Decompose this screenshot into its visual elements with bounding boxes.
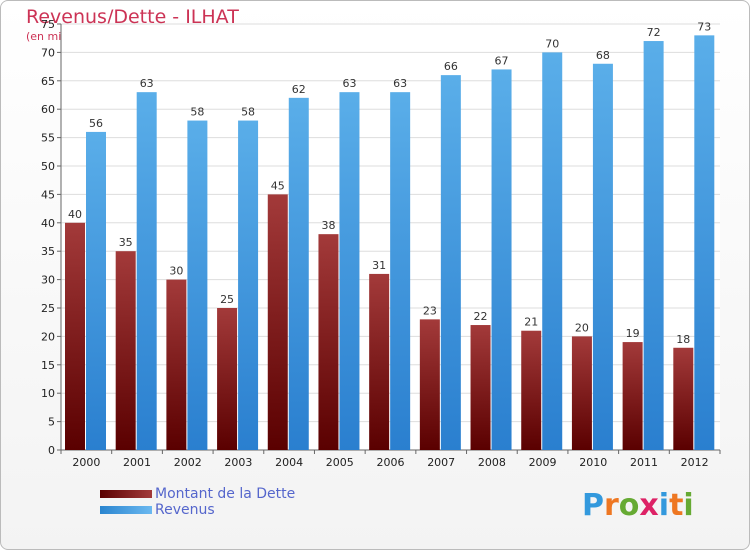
data-label-revenus: 72 [647, 26, 661, 39]
x-tick-label: 2003 [224, 456, 252, 469]
x-tick-label: 2001 [123, 456, 151, 469]
bar-revenus [288, 97, 309, 450]
y-tick-label: 30 [41, 274, 55, 287]
y-tick-label: 0 [48, 444, 55, 457]
chart-title: Revenus/Dette - ILHAT [26, 6, 239, 28]
data-label-dette: 45 [271, 179, 285, 192]
bar-dette [369, 273, 390, 450]
bar-revenus [390, 92, 411, 450]
data-label-revenus: 68 [596, 49, 610, 62]
bar-revenus [440, 75, 461, 451]
y-tick-label: 5 [48, 416, 55, 429]
bar-dette [622, 342, 643, 450]
x-tick-label: 2011 [630, 456, 658, 469]
bar-dette [115, 251, 136, 450]
bar-dette [521, 330, 542, 450]
x-tick-label: 2004 [275, 456, 303, 469]
data-label-revenus: 63 [393, 77, 407, 90]
bar-revenus [491, 69, 512, 450]
data-label-revenus: 56 [89, 117, 103, 130]
bar-dette [65, 222, 85, 450]
x-tick-label: 2010 [579, 456, 607, 469]
bar-revenus [339, 92, 360, 450]
bar-dette [571, 336, 592, 450]
data-label-revenus: 70 [545, 37, 559, 50]
x-tick-label: 2000 [72, 456, 100, 469]
proxiti-logo: Proxiti [582, 488, 694, 523]
data-label-revenus: 63 [342, 77, 356, 90]
bar-revenus [136, 92, 157, 450]
bar-dette [470, 325, 491, 450]
data-label-revenus: 58 [190, 106, 204, 119]
bar-dette [166, 279, 187, 450]
bar-revenus [86, 131, 106, 451]
data-label-dette: 30 [169, 265, 183, 278]
legend-label-dette: Montant de la Dette [155, 486, 296, 502]
y-tick-label: 40 [41, 217, 55, 230]
y-tick-label: 10 [41, 387, 55, 400]
data-label-dette: 23 [423, 304, 437, 317]
x-tick-label: 2002 [174, 456, 202, 469]
data-label-revenus: 73 [697, 20, 711, 33]
y-tick-label: 25 [41, 302, 55, 315]
legend-swatch-dette [100, 490, 152, 498]
y-tick-label: 45 [41, 188, 55, 201]
data-label-dette: 31 [372, 259, 386, 272]
bar-revenus [643, 41, 664, 450]
data-label-revenus: 66 [444, 60, 458, 73]
y-tick-label: 65 [41, 75, 55, 88]
data-label-dette: 22 [474, 310, 488, 323]
x-tick-label: 2012 [681, 456, 709, 469]
logo-letter: t [669, 488, 684, 523]
logo-letter: i [683, 488, 694, 523]
y-tick-label: 75 [41, 18, 55, 31]
bar-revenus [592, 63, 613, 450]
legend-swatch-revenus [100, 506, 152, 514]
data-label-dette: 19 [626, 327, 640, 340]
y-tick-label: 60 [41, 103, 55, 116]
bar-revenus [187, 120, 208, 450]
bar-dette [673, 347, 694, 450]
y-tick-label: 70 [41, 46, 55, 59]
x-tick-label: 2009 [529, 456, 557, 469]
x-tick-label: 2005 [326, 456, 354, 469]
bar-dette [318, 234, 339, 450]
data-label-dette: 21 [524, 316, 538, 329]
y-tick-label: 15 [41, 359, 55, 372]
bar-dette [217, 308, 238, 450]
data-label-dette: 38 [321, 219, 335, 232]
bar-dette [419, 319, 440, 450]
data-label-revenus: 63 [140, 77, 154, 90]
logo-letter: o [618, 488, 640, 523]
bar-revenus [238, 120, 259, 450]
x-tick-label: 2006 [377, 456, 405, 469]
x-tick-label: 2007 [427, 456, 455, 469]
y-tick-label: 20 [41, 330, 55, 343]
data-label-revenus: 58 [241, 106, 255, 119]
y-tick-label: 35 [41, 245, 55, 258]
legend-label-revenus: Revenus [155, 502, 215, 518]
data-label-dette: 25 [220, 293, 234, 306]
y-tick-label: 55 [41, 132, 55, 145]
bar-dette [267, 194, 288, 450]
bar-revenus [542, 52, 563, 451]
logo-letter: r [604, 488, 619, 523]
data-label-dette: 20 [575, 321, 589, 334]
logo-letter: x [639, 488, 659, 523]
logo-letter: i [658, 488, 670, 523]
logo-letter: P [582, 488, 604, 523]
data-label-dette: 18 [676, 333, 690, 346]
x-tick-label: 2008 [478, 456, 506, 469]
data-label-revenus: 67 [495, 54, 509, 67]
data-label-revenus: 62 [292, 83, 306, 96]
bar-revenus [694, 35, 715, 451]
y-tick-label: 50 [41, 160, 55, 173]
data-label-dette: 35 [119, 236, 133, 249]
data-label-dette: 40 [68, 208, 82, 221]
